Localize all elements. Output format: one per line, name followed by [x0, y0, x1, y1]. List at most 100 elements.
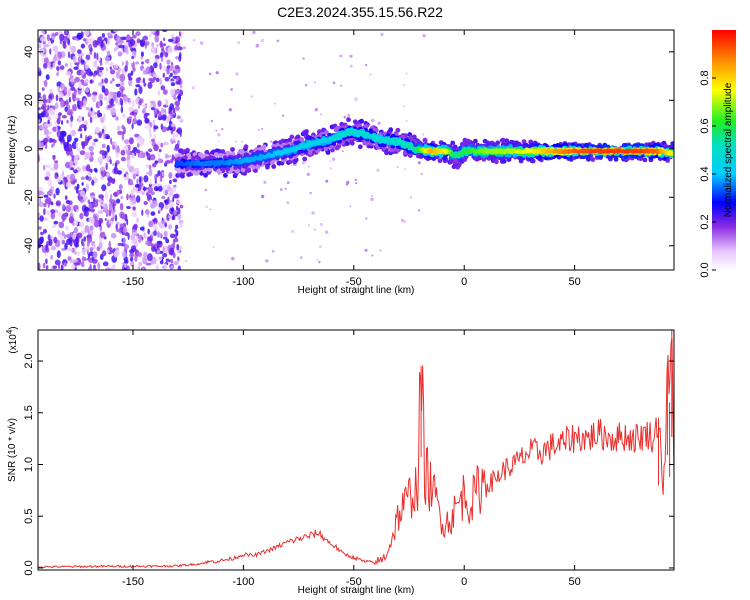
noise-speckle	[80, 43, 86, 49]
noise-speckle	[131, 201, 135, 206]
noise-speckle	[100, 169, 107, 178]
ridge-mark	[317, 139, 322, 144]
noise-speckle	[145, 164, 149, 168]
noise-speckle	[92, 114, 98, 119]
noise-speckle	[76, 32, 83, 40]
noise-speckle	[44, 143, 48, 150]
noise-speckle	[57, 211, 62, 217]
noise-speckle	[58, 221, 65, 229]
ridge-mark	[295, 146, 300, 150]
noise-speckle	[104, 191, 108, 200]
noise-speckle	[147, 186, 154, 194]
noise-speckle	[118, 39, 124, 44]
noise-speckle	[176, 243, 180, 251]
faint-speckle	[307, 224, 311, 227]
noise-speckle	[97, 66, 100, 74]
noise-speckle	[80, 230, 87, 235]
noise-speckle	[73, 226, 78, 234]
noise-speckle	[120, 156, 126, 162]
noise-speckle	[173, 186, 177, 193]
noise-speckle	[89, 151, 94, 156]
noise-speckle	[132, 231, 138, 237]
noise-speckle	[163, 37, 166, 42]
noise-speckle	[60, 83, 64, 89]
noise-speckle	[141, 267, 145, 270]
noise-speckle	[48, 40, 52, 46]
noise-speckle	[175, 80, 181, 85]
noise-speckle	[126, 218, 129, 226]
noise-speckle	[151, 183, 156, 187]
noise-speckle	[89, 51, 93, 55]
noise-speckle	[176, 205, 179, 211]
noise-speckle	[122, 36, 127, 41]
noise-speckle	[72, 259, 79, 263]
noise-speckle	[110, 232, 117, 239]
noise-speckle	[68, 97, 71, 103]
noise-speckle	[155, 187, 159, 192]
noise-speckle	[53, 193, 56, 199]
noise-speckle	[45, 258, 48, 265]
noise-speckle	[130, 261, 135, 267]
faint-speckle	[184, 260, 187, 262]
ridge-mark	[299, 137, 305, 142]
noise-speckle	[101, 33, 105, 38]
noise-speckle	[57, 60, 62, 66]
ridge-mark	[499, 156, 505, 162]
noise-speckle	[98, 67, 104, 71]
noise-speckle	[117, 130, 123, 135]
ridge-mark	[363, 124, 369, 129]
noise-speckle	[91, 179, 95, 186]
noise-speckle	[124, 260, 129, 264]
faint-speckle	[365, 217, 368, 220]
noise-speckle	[95, 199, 99, 203]
noise-speckle	[164, 230, 168, 238]
noise-speckle	[110, 98, 114, 106]
noise-speckle	[141, 236, 144, 241]
faint-speckle	[329, 167, 333, 170]
noise-speckle	[99, 149, 106, 155]
noise-speckle	[161, 107, 165, 115]
noise-speckle	[38, 97, 43, 105]
noise-speckle	[168, 259, 171, 263]
noise-speckle	[78, 100, 84, 107]
faint-speckle	[347, 114, 351, 117]
noise-speckle	[45, 244, 48, 252]
noise-speckle	[115, 83, 121, 87]
ridge-mark	[584, 143, 589, 149]
noise-speckle	[106, 98, 109, 106]
noise-speckle	[92, 72, 96, 77]
noise-speckle	[170, 64, 174, 72]
noise-speckle	[87, 176, 92, 181]
noise-speckle	[38, 262, 41, 270]
noise-speckle	[167, 38, 174, 43]
noise-speckle	[65, 234, 72, 238]
noise-speckle	[144, 125, 150, 129]
noise-speckle	[38, 125, 42, 130]
noise-speckle	[118, 184, 123, 190]
noise-speckle	[168, 224, 173, 230]
noise-speckle	[135, 84, 141, 88]
noise-speckle	[134, 88, 138, 96]
noise-speckle	[69, 160, 73, 166]
faint-speckle	[332, 81, 336, 85]
ridge-mark	[414, 146, 419, 151]
noise-speckle	[99, 61, 103, 66]
noise-speckle	[164, 205, 169, 210]
faint-speckle	[402, 219, 406, 224]
noise-speckle	[48, 94, 52, 100]
noise-speckle	[138, 140, 144, 146]
noise-speckle	[143, 82, 147, 87]
noise-speckle	[132, 173, 136, 180]
noise-speckle	[71, 154, 75, 163]
noise-speckle	[157, 117, 163, 121]
noise-speckle	[93, 138, 99, 142]
ridge-mark	[450, 140, 456, 146]
noise-speckle	[64, 63, 68, 67]
noise-speckle	[160, 123, 163, 130]
noise-speckle	[143, 201, 148, 205]
faint-speckle	[403, 105, 406, 108]
noise-speckle	[170, 258, 174, 264]
noise-speckle	[50, 209, 56, 214]
noise-speckle	[136, 38, 141, 44]
noise-speckle	[142, 35, 149, 41]
